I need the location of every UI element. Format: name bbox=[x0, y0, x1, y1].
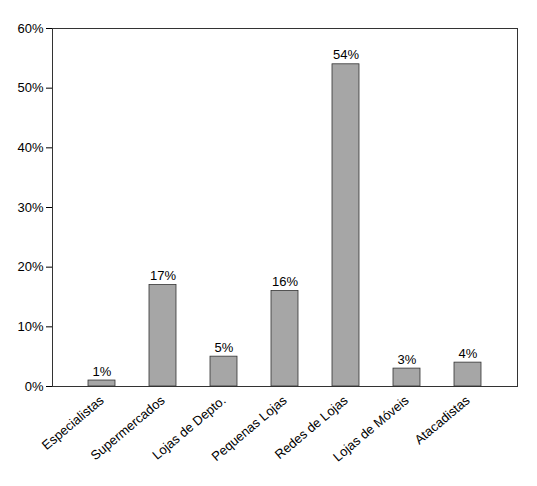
svg-text:Pequenas Lojas: Pequenas Lojas bbox=[208, 392, 290, 464]
svg-text:10%: 10% bbox=[17, 319, 43, 334]
svg-text:5%: 5% bbox=[215, 340, 234, 355]
svg-text:50%: 50% bbox=[17, 80, 43, 95]
svg-text:40%: 40% bbox=[17, 140, 43, 155]
svg-text:54%: 54% bbox=[333, 47, 359, 62]
svg-text:Supermercados: Supermercados bbox=[87, 392, 168, 463]
svg-text:60%: 60% bbox=[17, 21, 43, 36]
svg-text:20%: 20% bbox=[17, 259, 43, 274]
svg-text:Atacadistas: Atacadistas bbox=[411, 392, 473, 447]
svg-text:30%: 30% bbox=[17, 200, 43, 215]
svg-text:Lojas de Depto.: Lojas de Depto. bbox=[149, 392, 229, 463]
svg-text:Redes de Lojas: Redes de Lojas bbox=[271, 392, 351, 463]
svg-text:0%: 0% bbox=[25, 379, 44, 394]
svg-text:17%: 17% bbox=[150, 268, 176, 283]
svg-text:16%: 16% bbox=[272, 274, 298, 289]
svg-text:3%: 3% bbox=[398, 352, 417, 367]
svg-text:1%: 1% bbox=[93, 364, 112, 379]
svg-text:Especialistas: Especialistas bbox=[38, 392, 107, 453]
svg-text:Lojas de Móveis: Lojas de Móveis bbox=[330, 392, 412, 464]
svg-text:4%: 4% bbox=[459, 346, 478, 361]
